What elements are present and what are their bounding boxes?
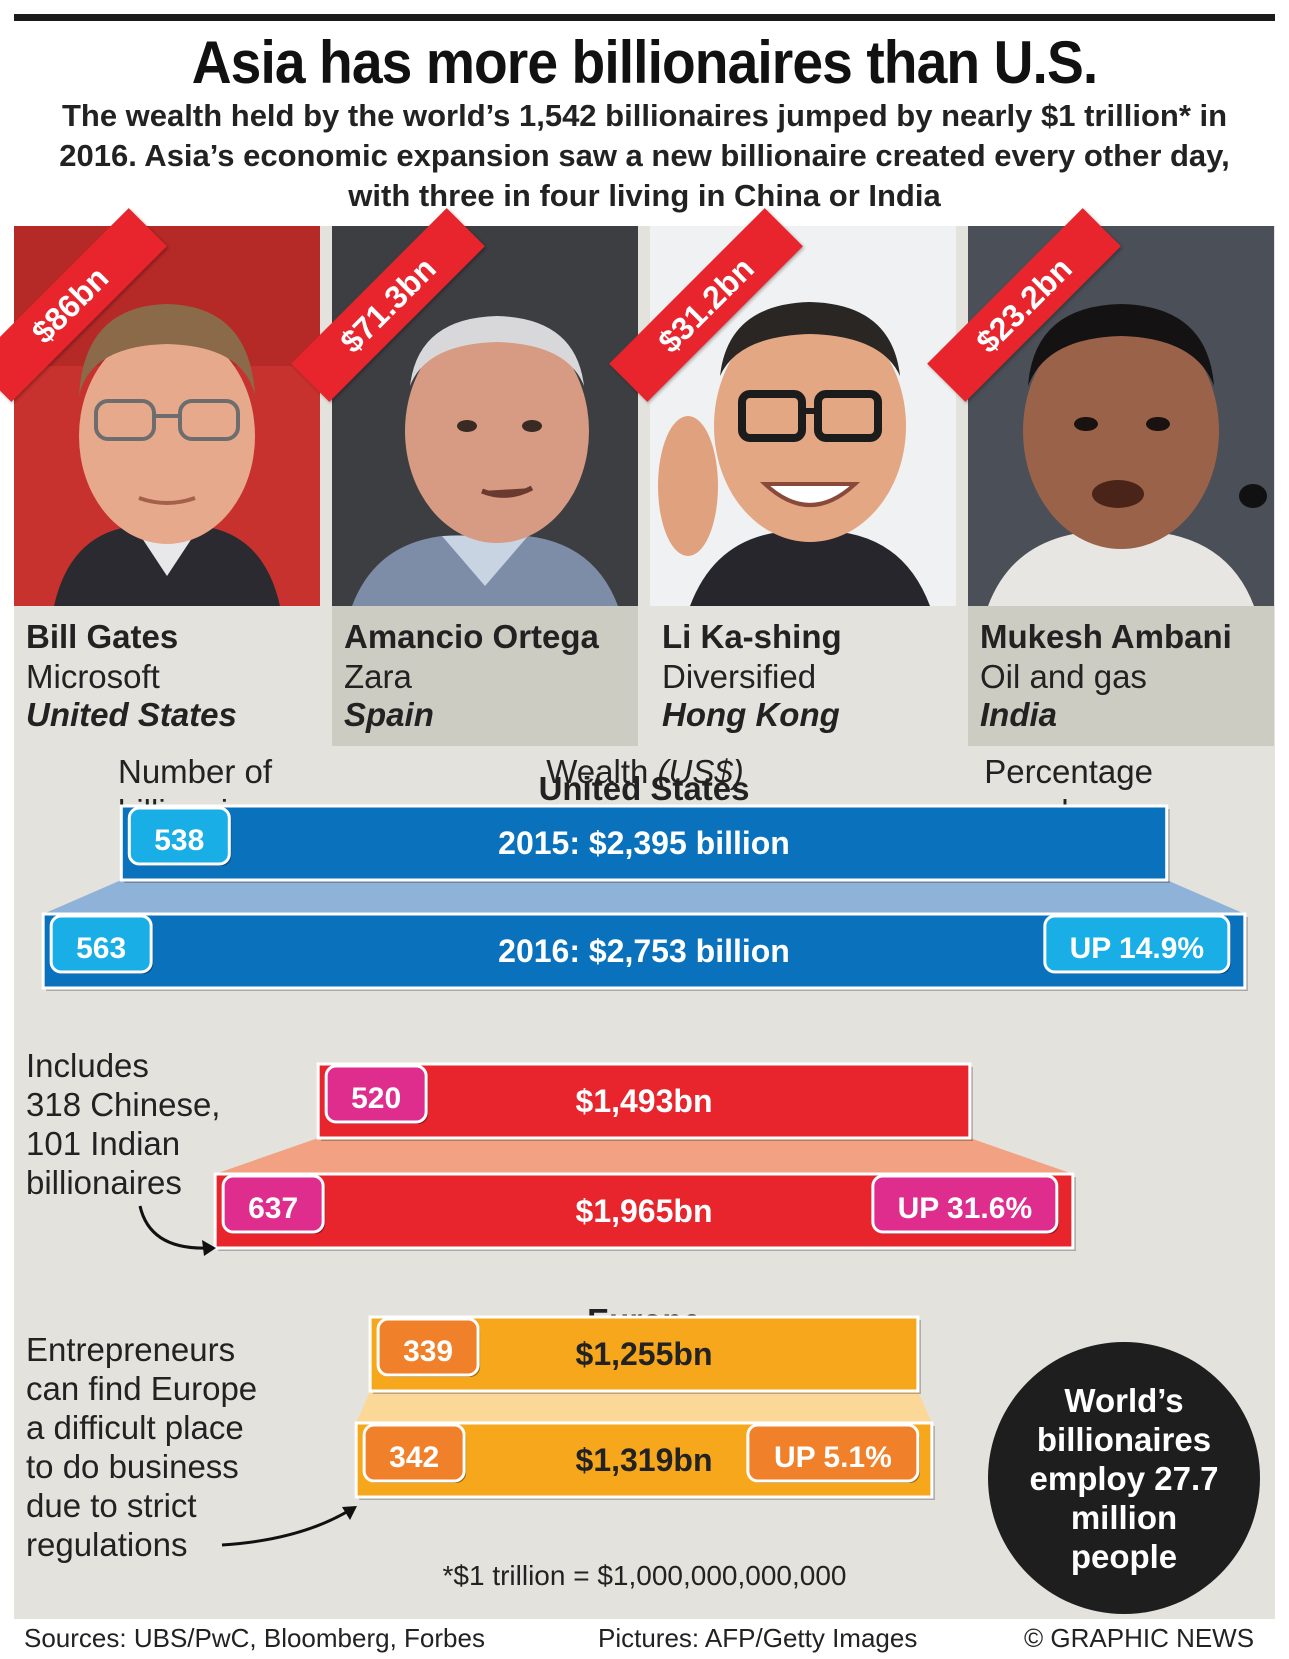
connector-europe xyxy=(356,1391,932,1423)
change-badge-asia-label: UP 31.6% xyxy=(898,1192,1033,1225)
europe-note: Entrepreneurs can find Europe a difficul… xyxy=(26,1331,258,1563)
wealth-label-united-states-2015: 2015: $2,395 billion xyxy=(498,825,790,861)
change-badge-united-states-label: UP 14.9% xyxy=(1070,932,1205,965)
subtitle: The wealth held by the world’s 1,542 bil… xyxy=(59,98,1230,213)
europe-arrow-head xyxy=(342,1506,357,1520)
count-badge-asia-2015 xyxy=(324,1064,428,1124)
count-badge-asia-2015-label: 520 xyxy=(351,1082,401,1115)
count-badge-united-states-2016-label: 563 xyxy=(76,932,126,965)
count-badge-asia-2016-label: 637 xyxy=(248,1192,298,1225)
person-card-ortega: $71.3bn Amancio Ortega Zara Spain xyxy=(291,208,638,746)
wealth-label-asia-2015: $1,493bn xyxy=(576,1083,713,1119)
change-badge-united-states xyxy=(1043,914,1231,974)
page-title: Asia has more billionaires than U.S. xyxy=(191,29,1098,96)
person-company: Oil and gas xyxy=(980,658,1147,695)
bar-united-states-2015 xyxy=(119,804,1169,882)
person-name: Li Ka-shing xyxy=(662,618,842,655)
europe-arrow xyxy=(221,1508,351,1547)
wealth-label-europe-2015: $1,255bn xyxy=(576,1336,713,1372)
photo-ambani xyxy=(968,226,1274,606)
change-badge-europe xyxy=(746,1423,920,1483)
top-rule xyxy=(14,14,1275,21)
person-company: Zara xyxy=(344,658,412,695)
count-badge-united-states-2015-label: 538 xyxy=(154,824,204,857)
wealth-label-asia-2016: $1,965bn xyxy=(576,1193,713,1229)
person-country: United States xyxy=(26,696,237,733)
count-badge-united-states-2016 xyxy=(49,914,153,974)
asia-arrow-head xyxy=(202,1240,216,1256)
wealth-label-europe-2016: $1,319bn xyxy=(576,1442,713,1478)
person-company: Microsoft xyxy=(26,658,160,695)
person-card-li: $31.2bn Li Ka-shing Diversified Hong Kon… xyxy=(609,208,956,746)
change-badge-asia xyxy=(871,1174,1059,1234)
person-company: Diversified xyxy=(662,658,817,695)
person-name: Bill Gates xyxy=(26,618,179,655)
person-country: India xyxy=(980,696,1058,733)
person-country: Hong Kong xyxy=(662,696,840,733)
count-badge-europe-2015 xyxy=(376,1317,480,1377)
count-badge-europe-2016-label: 342 xyxy=(389,1441,439,1474)
asia-arrow xyxy=(138,1205,209,1250)
count-badge-europe-2016 xyxy=(362,1423,466,1483)
person-name: Mukesh Ambani xyxy=(980,618,1232,655)
person-country: Spain xyxy=(344,696,434,733)
wealth-label-united-states-2016: 2016: $2,753 billion xyxy=(498,933,790,969)
count-badge-asia-2016 xyxy=(221,1174,325,1234)
footnote: *$1 trillion = $1,000,000,000,000 xyxy=(442,1560,847,1591)
person-name: Amancio Ortega xyxy=(344,618,599,655)
region-title-united-states: United States xyxy=(539,770,750,807)
asia-note: Includes 318 Chinese, 101 Indian billion… xyxy=(26,1047,221,1201)
graphic-credit: © GRAPHIC NEWS xyxy=(1024,1623,1255,1653)
picture-credit: Pictures: AFP/Getty Images xyxy=(598,1623,918,1653)
person-card-ambani: $23.2bn Mukesh Ambani Oil and gas India xyxy=(927,208,1274,746)
person-card-gates: $86bn Bill Gates Microsoft United States xyxy=(0,208,320,746)
employment-circle: World’s billionaires employ 27.7 million… xyxy=(988,1342,1260,1614)
wealth-header: Wealth (US$) xyxy=(546,753,744,790)
count-badge-united-states-2015 xyxy=(127,806,231,866)
change-badge-europe-label: UP 5.1% xyxy=(774,1441,892,1474)
count-badge-europe-2015-label: 339 xyxy=(403,1335,453,1368)
photo-gates xyxy=(14,226,320,606)
sources: Sources: UBS/PwC, Bloomberg, Forbes xyxy=(24,1623,485,1653)
connector-united-states xyxy=(43,880,1245,914)
connector-asia xyxy=(215,1138,1073,1174)
